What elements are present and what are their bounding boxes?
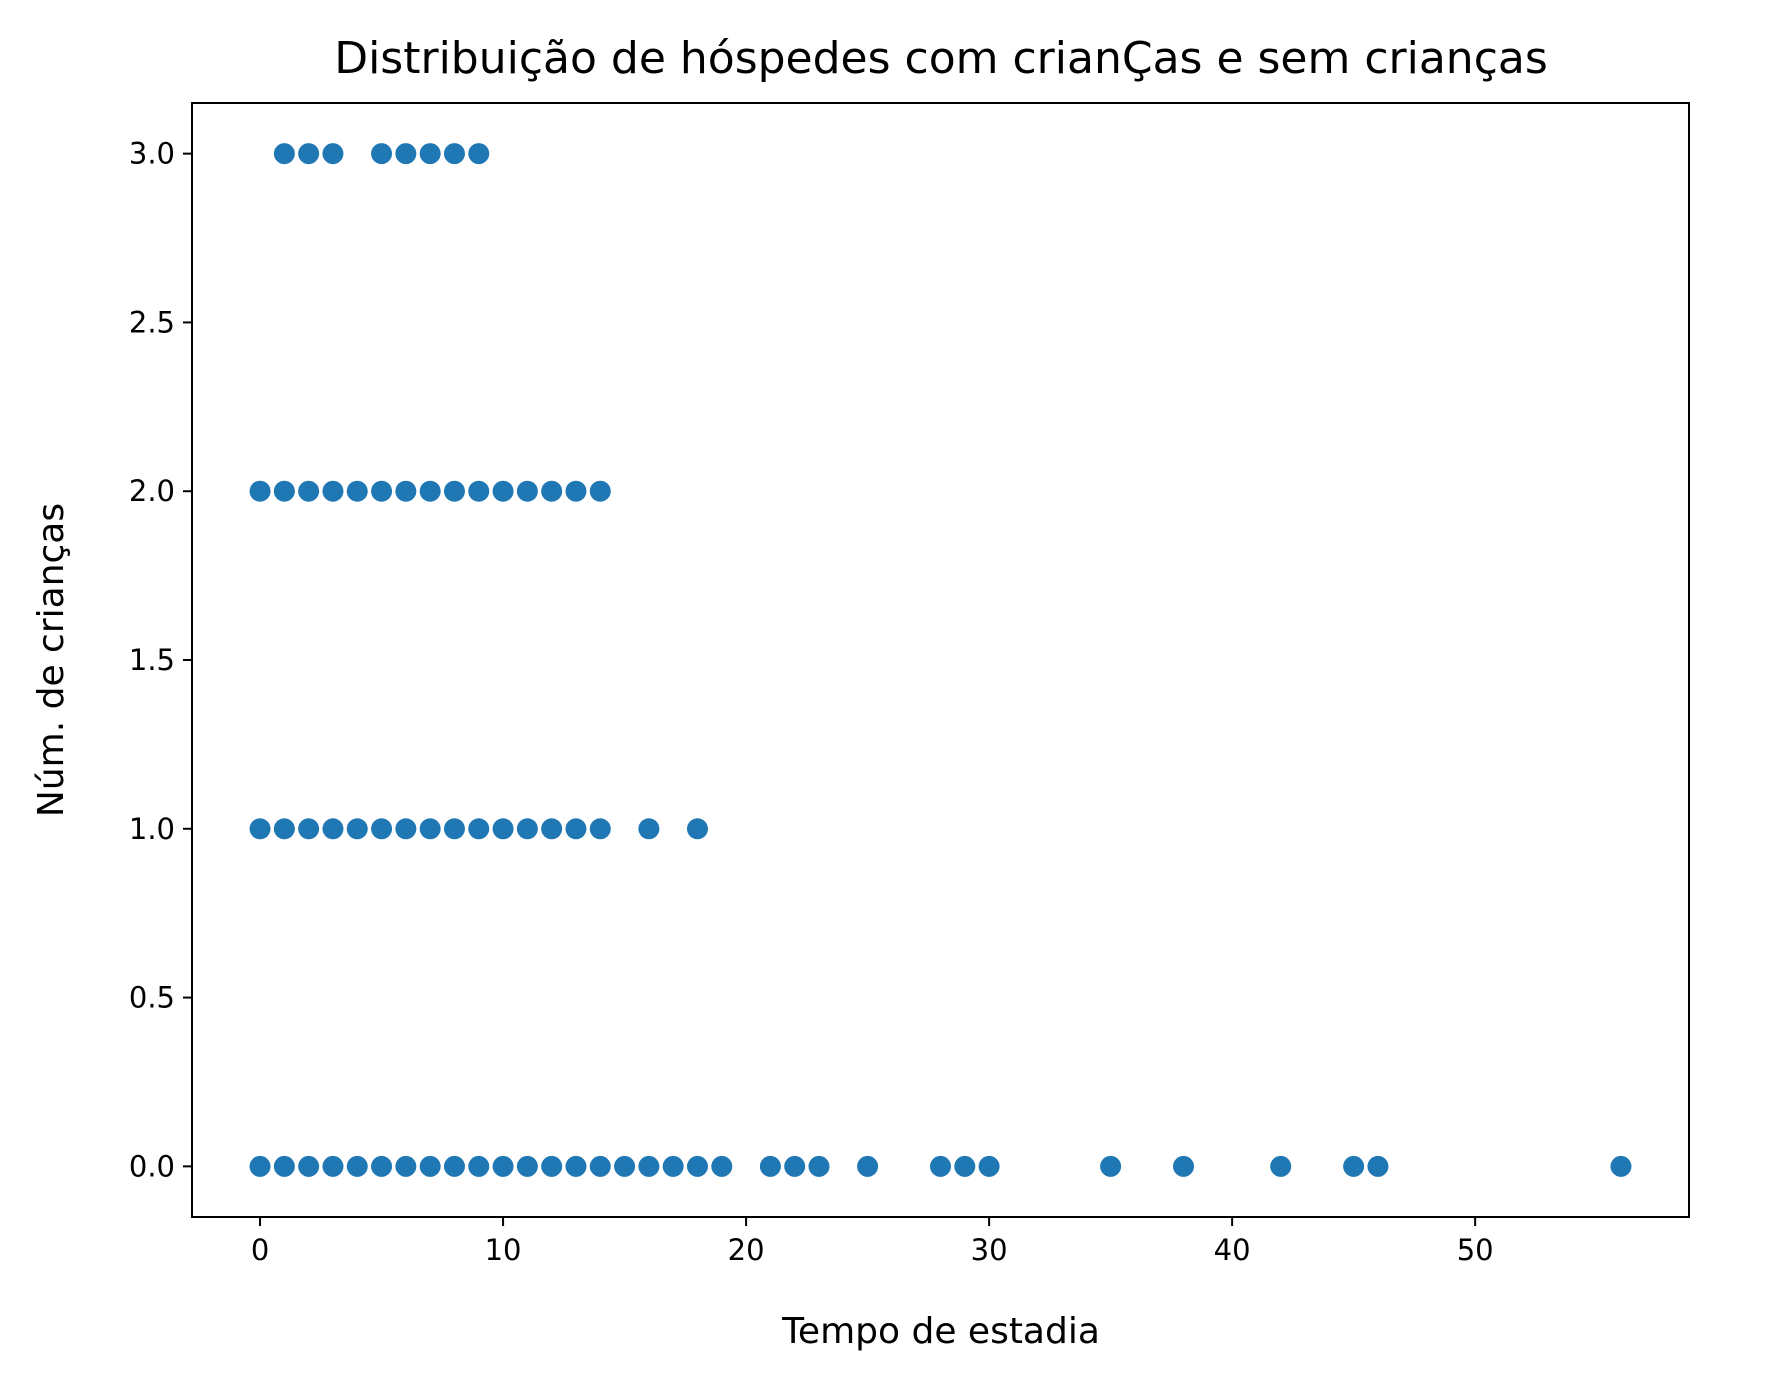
data-point (298, 818, 320, 840)
y-tick-label: 3.0 (129, 137, 175, 171)
data-point (589, 818, 611, 840)
data-point (249, 818, 271, 840)
data-point (492, 1155, 514, 1177)
data-point (322, 818, 344, 840)
data-point (541, 1155, 563, 1177)
data-point (1343, 1155, 1365, 1177)
data-point (638, 1155, 660, 1177)
data-point (1610, 1155, 1632, 1177)
data-point (322, 143, 344, 165)
data-point (1173, 1155, 1195, 1177)
data-point (930, 1155, 951, 1177)
data-point (443, 480, 465, 502)
y-tick-label: 2.0 (129, 474, 175, 508)
data-point (346, 1155, 368, 1177)
data-point (419, 143, 441, 165)
data-point (759, 1155, 781, 1177)
data-point (808, 1155, 830, 1177)
data-point (322, 1155, 344, 1177)
data-point (371, 818, 393, 840)
data-point (371, 1155, 393, 1177)
data-point (686, 818, 708, 840)
y-axis-ticks: 0.0 0.5 1.0 1.5 2.0 2.5 3.0 (129, 137, 192, 1183)
data-points (249, 143, 1632, 1177)
data-point (249, 480, 271, 502)
x-tick-label: 10 (485, 1233, 522, 1267)
x-tick-label: 50 (1457, 1233, 1494, 1267)
data-point (273, 480, 295, 502)
data-point (419, 818, 441, 840)
data-point (662, 1155, 684, 1177)
data-point (273, 1155, 295, 1177)
data-point (249, 1155, 271, 1177)
y-axis-label: Núm. de crianças (31, 503, 72, 817)
data-point (1270, 1155, 1292, 1177)
data-point (589, 1155, 611, 1177)
plot-area (191, 102, 1690, 1218)
y-tick-label: 0.0 (129, 1149, 175, 1183)
data-point (273, 143, 295, 165)
data-point (565, 818, 587, 840)
data-point (589, 480, 611, 502)
data-point (273, 818, 295, 840)
data-point (419, 1155, 441, 1177)
data-point (443, 818, 465, 840)
x-tick-label: 30 (971, 1233, 1008, 1267)
data-point (1100, 1155, 1122, 1177)
x-axis-label: Tempo de estadia (781, 1311, 1100, 1352)
data-point (443, 1155, 465, 1177)
data-point (468, 143, 490, 165)
data-point (346, 818, 368, 840)
y-tick-label: 2.5 (129, 305, 175, 339)
data-point (686, 1155, 708, 1177)
data-point (516, 480, 538, 502)
data-point (516, 1155, 538, 1177)
data-point (516, 818, 538, 840)
data-point (298, 143, 320, 165)
data-point (857, 1155, 879, 1177)
y-tick-label: 1.0 (129, 812, 175, 846)
data-point (468, 818, 490, 840)
x-tick-label: 40 (1214, 1233, 1251, 1267)
data-point (468, 1155, 490, 1177)
x-tick-label: 0 (251, 1233, 269, 1267)
data-point (954, 1155, 976, 1177)
data-point (371, 480, 393, 502)
data-point (298, 1155, 320, 1177)
data-point (711, 1155, 733, 1177)
data-point (468, 480, 490, 502)
data-point (614, 1155, 636, 1177)
data-point (346, 480, 368, 502)
data-point (298, 480, 320, 502)
data-point (978, 1155, 1000, 1177)
data-point (541, 818, 563, 840)
data-point (541, 480, 563, 502)
data-point (784, 1155, 806, 1177)
data-point (371, 143, 393, 165)
chart-title: Distribuição de hóspedes com crianÇas e … (334, 33, 1548, 84)
data-point (395, 818, 417, 840)
data-point (322, 480, 344, 502)
data-point (1367, 1155, 1389, 1177)
data-point (638, 818, 660, 840)
data-point (443, 143, 465, 165)
data-point (395, 480, 417, 502)
data-point (492, 480, 514, 502)
y-tick-label: 1.5 (129, 643, 175, 677)
data-point (565, 480, 587, 502)
data-point (395, 143, 417, 165)
data-point (395, 1155, 417, 1177)
x-axis-ticks: 0 10 20 30 40 50 (251, 1217, 1494, 1267)
data-point (419, 480, 441, 502)
x-tick-label: 20 (728, 1233, 765, 1267)
data-point (492, 818, 514, 840)
y-tick-label: 0.5 (129, 981, 175, 1015)
data-point (565, 1155, 587, 1177)
